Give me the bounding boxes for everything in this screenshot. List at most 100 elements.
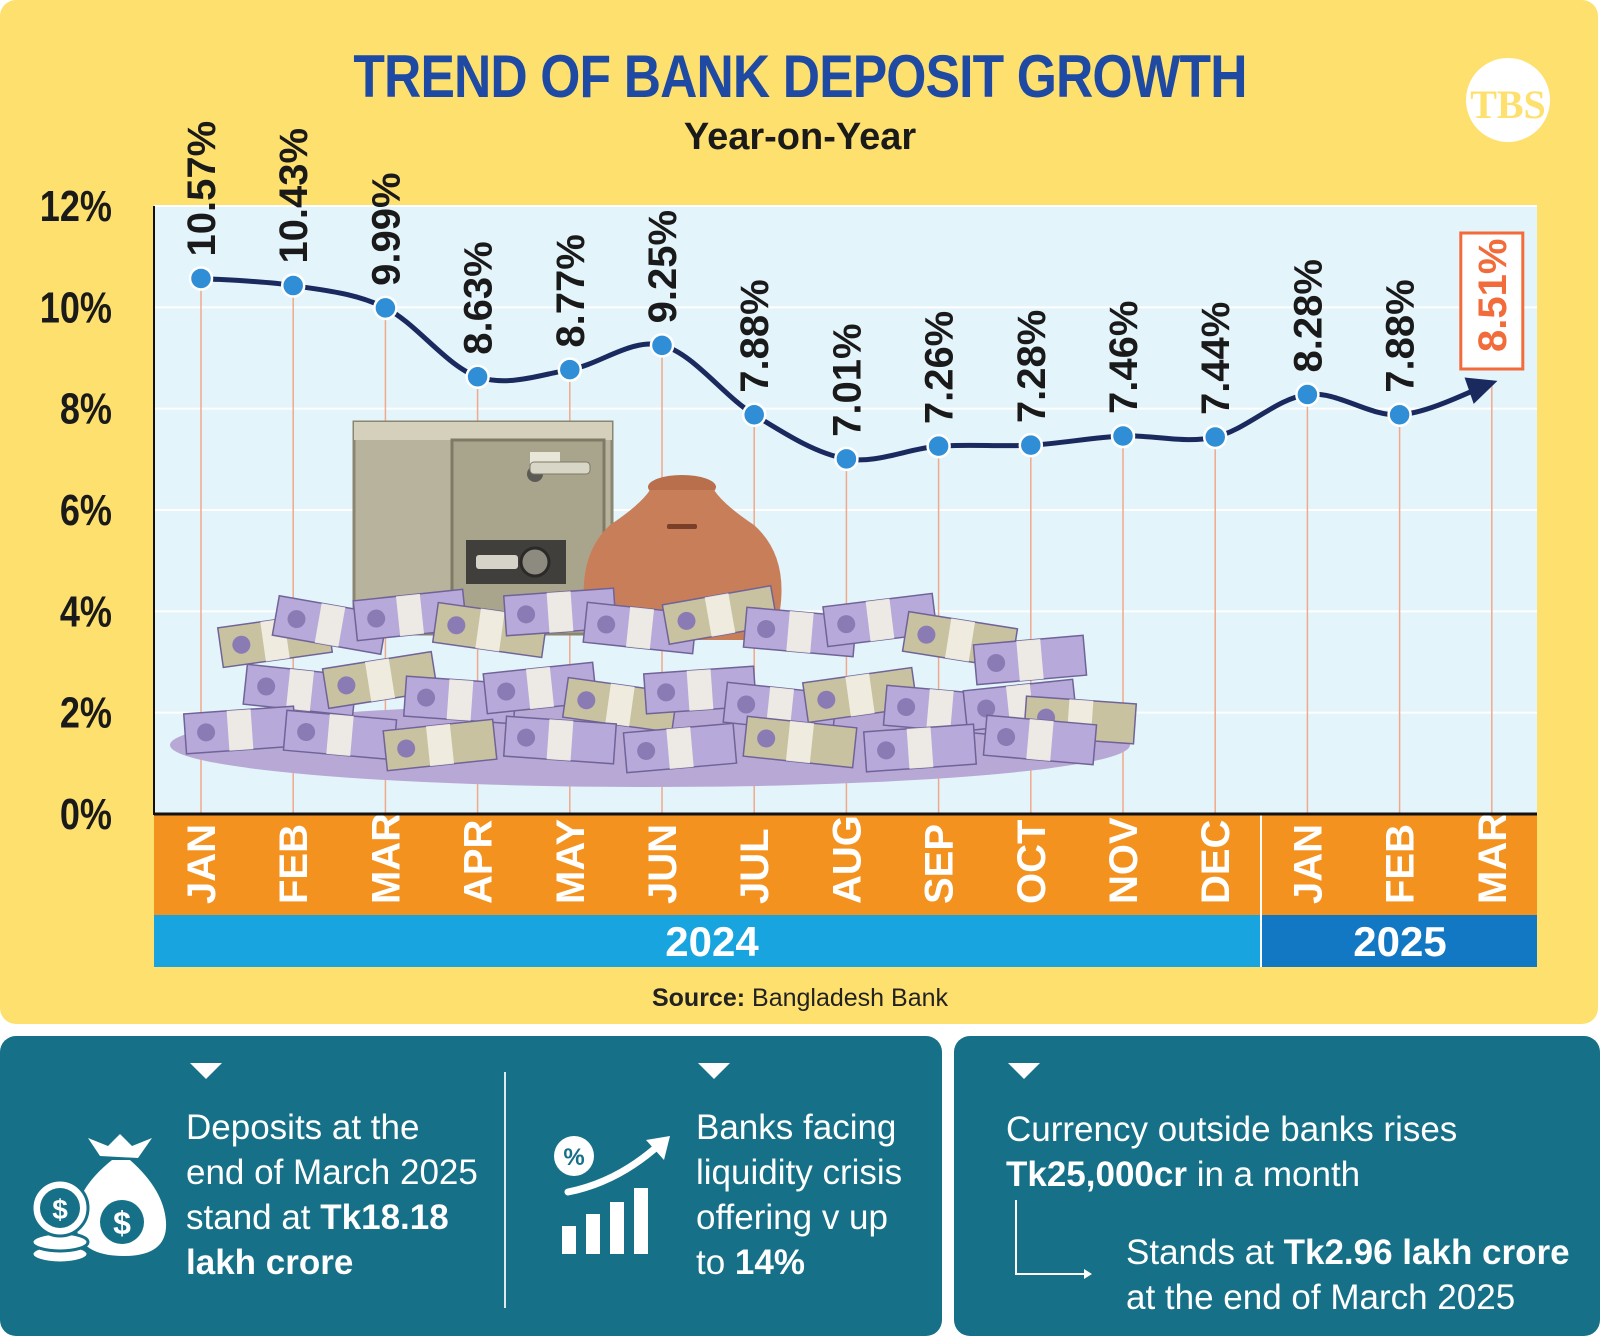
deposits-amount: Tk18.18 [320,1198,449,1237]
highlight-label-box [1459,231,1525,371]
bullet-triangle-icon [1008,1063,1040,1079]
data-point [188,266,214,291]
y-tick-label: 4% [60,587,112,636]
logo: TBS [1466,58,1550,142]
data-point [1018,432,1044,458]
deposits-text: Deposits at the end of March 2025 stand … [186,1108,478,1282]
banknote-bundle [862,723,978,773]
month-label: APR [457,819,501,904]
month-label: JAN [180,824,224,904]
month-label: AUG [825,815,869,904]
data-label: 10.57% [180,121,224,257]
source-label: Source: [651,984,746,1012]
currency-stock-amount: Tk2.96 lakh crore [1283,1233,1570,1272]
year-band-2024 [154,915,1260,967]
data-point [1387,402,1412,427]
month-label: MAR [1471,813,1515,904]
month-label: JUL [733,828,777,904]
data-point [280,273,306,298]
source-text: Bangladesh Bank [752,984,949,1012]
banknote-bundle [742,715,858,769]
data-label: 8.63% [457,241,501,354]
currency-rise-amount: Tk25,000cr [1006,1155,1187,1194]
svg-text:%: % [563,1144,584,1171]
data-point [834,446,859,472]
data-label: 7.44% [1194,302,1238,415]
banknote-pile-illustration [170,584,1138,787]
currency-text: Currency outside banks rises Tk25,000cr … [1006,1110,1458,1194]
data-label: 7.88% [1379,279,1423,392]
data-point [1110,423,1136,449]
y-tick-labels: 0% 2% 4% 6% 8% 10% 12% [40,182,112,839]
banknote-bundle [382,718,498,772]
data-point [557,357,583,382]
svg-text:$: $ [113,1205,131,1241]
data-label: 10.43% [272,128,316,264]
data-label: 8.51% [1471,239,1515,352]
month-label: JUN [641,824,685,904]
data-label: 8.28% [1286,259,1330,372]
info-divider [504,1072,506,1308]
percent-growth-chart-icon: % [554,1136,670,1254]
banknote-bundle [282,709,398,761]
data-point [649,333,675,358]
info-box-right [954,1036,1600,1336]
coins-icon: $ [30,1178,90,1265]
rate-value: 14% [734,1243,805,1282]
data-label: 8.77% [549,234,593,347]
y-tick-label: 6% [60,486,112,535]
bullet-triangle-icon [698,1063,730,1079]
info-box-left [0,1036,942,1336]
data-point [1295,382,1320,407]
year-band-2025 [1262,915,1537,967]
year-label-2024: 2024 [665,918,759,965]
month-label: JAN [1286,824,1330,904]
month-label: MAR [364,813,408,904]
month-labels: JAN FEB MAR APR MAY JUN JUL AUG SEP OCT NOV DEC JAN F… [180,813,1515,904]
month-label: NOV [1102,817,1146,904]
data-point [373,295,398,321]
data-point [926,433,951,459]
data-labels: 10.57% 10.43% 9.99% 8.63% 8.77% 9.25% 7.88% 7.0… [180,121,1525,437]
data-label: 7.28% [1010,310,1054,423]
year-label-2025: 2025 [1353,918,1446,965]
currency-stands-text: Stands at Tk2.96 lakh crore at the end o… [1126,1233,1570,1317]
y-tick-label: 10% [40,283,112,332]
banknote-bundle [182,705,298,755]
banknote-bundle [982,714,1098,766]
source-note: Source: Bangladesh Bank [0,984,1600,1013]
data-label: 9.99% [364,172,408,285]
month-label: FEB [272,824,316,904]
banknote-bundle [622,722,738,774]
month-label: SEP [918,824,962,904]
data-label: 7.46% [1102,301,1146,414]
y-tick-label: 12% [40,182,112,231]
data-point [1202,424,1228,450]
arrow-right-icon [1015,1200,1092,1279]
y-tick-label: 0% [60,790,112,839]
money-bag-icon: $ $ [30,1134,167,1265]
bullet-triangle-icon [190,1063,222,1079]
y-tick-label: 8% [60,384,112,433]
y-tick-label: 2% [60,688,112,737]
liquidity-text: Banks facing liquidity crisis offering v… [696,1108,903,1282]
month-label: MAY [549,818,593,904]
month-label: FEB [1379,824,1423,904]
svg-text:$: $ [52,1194,68,1225]
chart-title: TREND OF BANK DEPOSIT GROWTH [353,43,1247,110]
banknote-bundle [972,634,1088,686]
data-point [741,402,767,427]
data-point [465,364,490,389]
month-label: DEC [1194,820,1238,904]
banknote-bundle [502,715,618,765]
logo-mark: TBS [1470,82,1546,127]
data-label: 7.26% [918,311,962,424]
data-points [188,266,1412,472]
chart-subtitle: Year-on-Year [683,116,917,158]
series-arrow-head [1464,377,1498,404]
data-label: 7.01% [825,323,869,436]
month-band [154,815,1537,915]
data-label: 9.25% [641,210,685,323]
data-label: 7.88% [733,279,777,392]
month-label: OCT [1010,820,1054,904]
